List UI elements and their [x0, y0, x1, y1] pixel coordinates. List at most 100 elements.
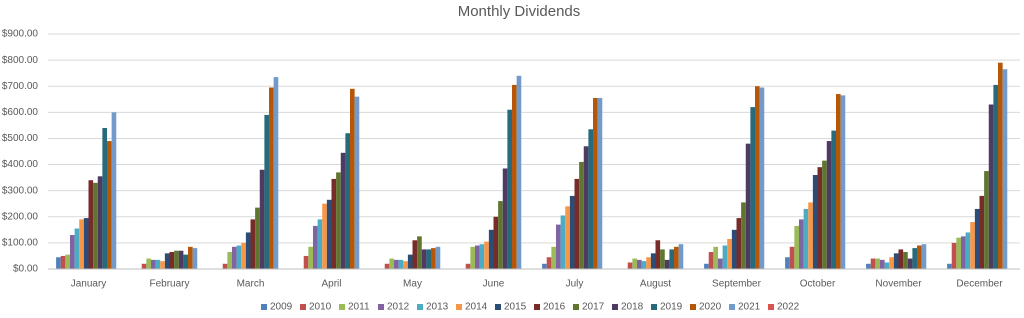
- bar: [884, 262, 890, 269]
- bar: [241, 242, 246, 269]
- bar: [317, 219, 323, 269]
- bar: [641, 261, 647, 269]
- legend-swatch: [378, 304, 384, 310]
- x-tick-label: August: [640, 279, 671, 290]
- bar: [354, 96, 360, 270]
- bar: [708, 252, 714, 269]
- bar: [56, 257, 61, 269]
- bar: [560, 215, 566, 269]
- bar: [826, 141, 832, 269]
- bar: [979, 195, 985, 269]
- x-tick-label: July: [566, 279, 584, 290]
- bar: [898, 249, 904, 269]
- bar: [727, 238, 732, 269]
- x-tick-label: January: [71, 279, 107, 290]
- bar: [340, 152, 346, 269]
- x-tick-label: February: [149, 279, 189, 290]
- bar: [993, 84, 999, 270]
- bar: [947, 263, 952, 269]
- bar: [988, 104, 994, 269]
- bar: [141, 263, 147, 269]
- bar: [470, 246, 475, 269]
- bar: [759, 87, 765, 270]
- legend-label: 2016: [543, 302, 566, 313]
- bar: [669, 249, 675, 269]
- bar: [974, 208, 980, 269]
- bar: [479, 244, 485, 269]
- y-tick-label: $0.00: [13, 264, 38, 275]
- bar: [393, 259, 399, 269]
- bar: [183, 254, 189, 269]
- bar: [655, 240, 661, 269]
- bar: [146, 258, 151, 269]
- bar: [174, 250, 179, 269]
- bar: [812, 175, 818, 269]
- bar: [646, 257, 651, 269]
- bar: [956, 237, 961, 269]
- bar: [817, 167, 823, 269]
- bar: [426, 249, 432, 269]
- bar: [107, 141, 112, 269]
- legend-label: 2021: [738, 302, 761, 313]
- bar: [588, 129, 594, 269]
- bar: [259, 169, 265, 269]
- bar: [798, 219, 804, 269]
- bar: [889, 257, 894, 269]
- bar: [785, 257, 790, 269]
- legend-label: 2017: [582, 302, 605, 313]
- bar: [984, 171, 989, 269]
- bar: [650, 253, 656, 269]
- bar: [331, 178, 337, 269]
- bar: [178, 250, 184, 269]
- y-tick-label: $800.00: [2, 55, 39, 66]
- bar: [565, 206, 570, 269]
- bar: [384, 263, 390, 269]
- bar: [407, 254, 413, 269]
- legend-label: 2013: [426, 302, 449, 313]
- bar: [678, 244, 684, 269]
- bar: [632, 258, 637, 269]
- bar: [879, 259, 885, 269]
- bar: [350, 88, 355, 269]
- chart-title: Monthly Dividends: [458, 3, 581, 20]
- legend-swatch: [690, 304, 696, 310]
- bar: [741, 202, 746, 269]
- bar: [921, 244, 927, 269]
- legend-swatch: [612, 304, 618, 310]
- bar: [998, 62, 1003, 269]
- bar: [389, 258, 394, 269]
- bar: [488, 229, 494, 269]
- legend-label: 2018: [621, 302, 644, 313]
- bar: [870, 258, 876, 269]
- bar: [245, 232, 251, 269]
- bar: [951, 242, 957, 269]
- bar: [574, 178, 580, 269]
- legend-label: 2011: [348, 302, 370, 313]
- y-tick-label: $200.00: [2, 211, 39, 222]
- legend-swatch: [417, 304, 423, 310]
- legend-swatch: [768, 304, 774, 310]
- bar: [102, 128, 108, 269]
- bar: [150, 259, 156, 269]
- bar: [435, 246, 441, 269]
- bar: [227, 252, 232, 269]
- bar: [794, 225, 799, 269]
- bar: [164, 253, 170, 269]
- bar: [88, 180, 94, 269]
- bar: [713, 246, 718, 269]
- bar: [345, 133, 351, 269]
- bar: [273, 77, 279, 269]
- bar: [831, 130, 837, 269]
- bar: [912, 248, 918, 269]
- bar: [875, 258, 880, 269]
- legend-label: 2012: [387, 302, 410, 313]
- x-tick-label: December: [956, 279, 1003, 290]
- bar: [322, 203, 327, 269]
- bar: [303, 255, 309, 269]
- bar: [546, 257, 552, 269]
- x-tick-label: November: [875, 279, 922, 290]
- bar: [484, 241, 489, 269]
- x-tick-label: September: [712, 279, 762, 290]
- bar: [840, 95, 846, 269]
- bar: [155, 259, 161, 269]
